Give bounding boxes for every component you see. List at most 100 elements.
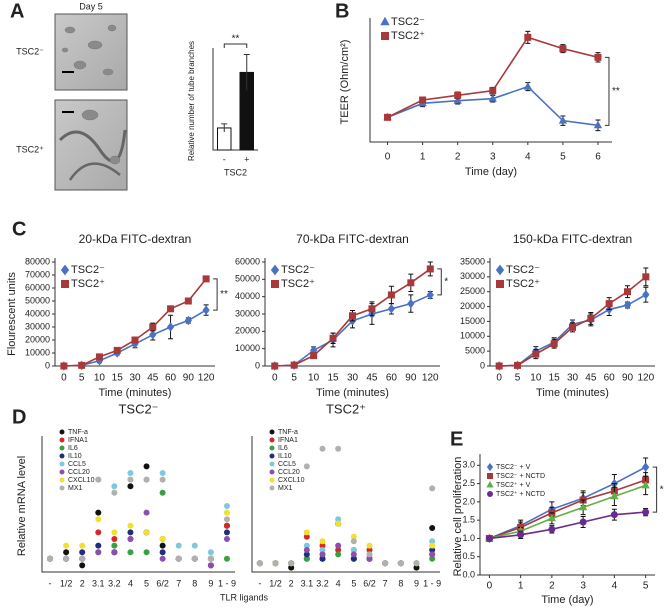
dot [79, 562, 86, 569]
legend-label: MX1 [278, 485, 293, 492]
y-tick-label: 10000 [460, 331, 485, 341]
x-tick-label: 60 [604, 373, 616, 384]
significance-bracket [604, 56, 610, 126]
dot [303, 463, 310, 470]
dot [303, 555, 310, 562]
marker [368, 305, 376, 313]
y-axis-label: TEER (Ohm/cm²) [339, 40, 351, 125]
dot [111, 536, 118, 542]
x-tick-label: 5 [515, 373, 521, 384]
x-axis-label: Time (day) [541, 594, 593, 606]
marker [202, 275, 210, 283]
marker [271, 362, 279, 370]
legend-label: CXCL10 [278, 477, 305, 484]
dot [63, 549, 70, 556]
legend-swatch [59, 461, 65, 467]
image-label: TSC2⁺ [16, 144, 44, 154]
dot [127, 470, 134, 476]
marker [381, 32, 389, 40]
dot [95, 529, 102, 536]
marker [496, 280, 504, 288]
y-axis-label: Relative mRNA level [16, 456, 28, 556]
marker [380, 16, 390, 26]
dot [111, 549, 118, 556]
x-tick-label: - [223, 154, 226, 164]
dot [366, 551, 373, 558]
x-tick-label: 4 [336, 578, 341, 588]
marker [532, 350, 540, 358]
marker [426, 265, 434, 273]
y-tick-label: 60000 [235, 256, 260, 266]
y-tick-label: 80000 [25, 256, 50, 266]
marker [578, 502, 588, 511]
dot [127, 483, 134, 490]
dot [159, 555, 166, 562]
x-tick-label: 45 [366, 373, 378, 384]
dot [207, 562, 214, 569]
x-tick-label: 1/2 [60, 578, 73, 588]
y-tick-label: 50000 [235, 274, 260, 284]
x-tick-label: 0 [61, 373, 67, 384]
marker [202, 305, 210, 315]
series-line [489, 466, 646, 540]
axis [41, 436, 235, 573]
legend-label: CCL5 [278, 461, 296, 468]
x-tick-label: 7 [176, 578, 181, 588]
series-line [274, 294, 431, 367]
x-tick-label: 0 [487, 581, 493, 592]
x-tick-label: 10 [308, 373, 320, 384]
dot [127, 522, 134, 529]
marker [495, 264, 505, 276]
dot [382, 560, 389, 567]
y-axis-label: Relative cell proliferation [452, 457, 464, 577]
dot [111, 542, 118, 549]
x-tick-label: 30 [129, 373, 141, 384]
marker [95, 353, 103, 361]
x-tick-label: 90 [405, 373, 417, 384]
y-tick-label: 70000 [25, 269, 50, 279]
y-tick-label: 2.0 [462, 496, 475, 506]
x-tick-label: 4 [525, 152, 531, 163]
marker [453, 96, 462, 104]
y-tick-label: 40000 [235, 291, 260, 301]
legend-label: TSC2⁻ + NCTD [496, 473, 545, 480]
dot [350, 538, 357, 545]
dot [223, 529, 230, 536]
dot [366, 542, 373, 549]
marker [290, 361, 298, 369]
x-tick-label: 45 [585, 373, 597, 384]
x-tick-label: 60 [165, 373, 177, 384]
dot [366, 547, 373, 553]
panel-label: C [12, 218, 26, 240]
dot [223, 509, 230, 516]
micrographs: Day 5 TSC2⁻ TSC2⁺ [16, 1, 128, 191]
annotation: * [660, 484, 664, 495]
error-bar [243, 53, 250, 91]
legend-label: TSC2⁺ + V [496, 482, 531, 489]
legend-label: MX1 [68, 485, 83, 492]
legend-swatch [59, 469, 65, 475]
x-tick-label: 120 [198, 373, 215, 384]
marker [487, 473, 493, 479]
x-tick-label: 10 [530, 373, 542, 384]
dot [127, 476, 134, 483]
dot [366, 555, 373, 562]
dot [429, 542, 436, 549]
dot [319, 547, 326, 553]
marker [495, 362, 503, 370]
marker [454, 91, 462, 99]
dot [95, 509, 102, 516]
marker [184, 297, 192, 305]
y-tick-label: 60000 [25, 282, 50, 292]
legend-swatch [269, 477, 275, 483]
dot [303, 542, 310, 549]
x-tick-label: 30 [347, 373, 359, 384]
dot [127, 529, 134, 536]
dot [319, 555, 326, 562]
dot [143, 509, 150, 516]
y-tick-label: 50000 [25, 295, 50, 305]
marker [524, 33, 532, 41]
x-tick-label: 0 [385, 152, 391, 163]
dot [207, 555, 214, 562]
dot [159, 536, 166, 542]
